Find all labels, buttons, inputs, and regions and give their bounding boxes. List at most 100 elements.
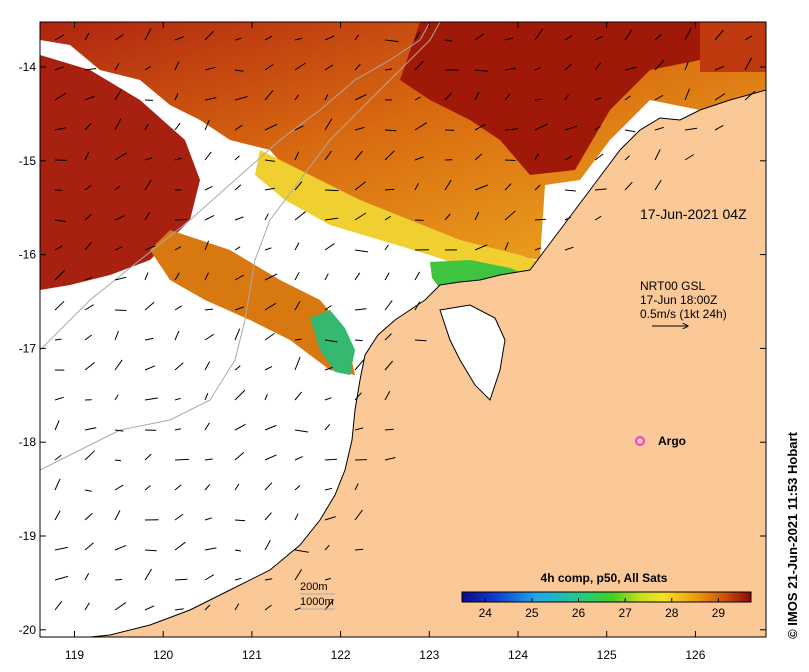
current-vector [114, 89, 122, 101]
current-vector [144, 568, 152, 581]
current-vector [474, 69, 488, 72]
argo-marker-icon[interactable] [635, 436, 645, 446]
depth-contour-legend: 200m 1000m [300, 581, 335, 610]
sst-patch-northeast [700, 22, 766, 72]
current-vector [354, 427, 364, 431]
current-vector [234, 184, 242, 191]
current-vector [474, 211, 480, 221]
lon-tick-label: 119 [65, 648, 84, 662]
current-vector [474, 244, 488, 251]
current-vector [294, 429, 309, 433]
current-vector [234, 124, 243, 131]
current-vector [204, 517, 212, 521]
current-vector [474, 184, 488, 191]
current-vector [144, 272, 149, 281]
current-vectors [54, 27, 756, 611]
current-vector [84, 489, 92, 492]
current-vector [294, 271, 300, 281]
argo-float[interactable]: Argo [635, 434, 686, 448]
current-vector [444, 39, 453, 42]
current-vector [294, 181, 303, 191]
current-vector [324, 35, 335, 41]
current-vector [354, 212, 367, 221]
current-vector [54, 338, 62, 341]
current-vector [564, 35, 572, 41]
current-vector [564, 189, 576, 192]
current-vector [264, 482, 273, 491]
current-vector [354, 34, 360, 41]
current-vector [354, 272, 361, 281]
current-vector [324, 118, 333, 131]
current-vector [204, 119, 210, 131]
current-vector [294, 391, 303, 401]
current-vector [414, 31, 421, 41]
current-vector [534, 98, 543, 101]
current-vector [324, 150, 333, 161]
current-vector [264, 394, 268, 401]
current-vector [324, 599, 334, 611]
current-vector [324, 189, 339, 192]
colorbar-title: 4h comp, p50, All Sats [541, 571, 668, 585]
lat-tick-label: -15 [19, 154, 37, 168]
current-vector [234, 389, 246, 401]
map-plot-area[interactable] [40, 22, 766, 637]
current-vector [204, 458, 213, 461]
current-vector [654, 33, 663, 41]
current-vector [594, 215, 602, 221]
current-vector [744, 90, 756, 101]
current-vector [234, 452, 245, 461]
current-vector [324, 423, 331, 431]
current-vector [354, 392, 362, 401]
current-vector [204, 547, 217, 551]
current-vector [564, 63, 572, 71]
current-vector [414, 60, 424, 71]
current-vector [264, 123, 278, 131]
contour-label-200m: 200m [300, 581, 328, 593]
lon-tick-label: 121 [242, 648, 262, 662]
current-vector [264, 302, 277, 311]
current-vector [324, 397, 332, 401]
current-vector [294, 211, 306, 221]
current-vector [144, 605, 155, 611]
current-vector [54, 219, 66, 223]
current-vector [294, 242, 300, 251]
current-vector [54, 510, 61, 521]
current-legend-model: NRT00 GSL [640, 279, 705, 293]
current-vector [444, 179, 452, 191]
current-scale-legend: NRT00 GSL 17-Jun 18:00Z 0.5m/s (1kt 24h) [640, 279, 727, 326]
current-vector [174, 93, 179, 101]
current-vector [474, 153, 483, 161]
current-vector [684, 61, 689, 71]
plot-frame [39, 21, 767, 638]
argo-label: Argo [658, 434, 686, 448]
current-vector [54, 546, 68, 551]
sst-yellow-band [255, 150, 550, 280]
current-vector [324, 544, 330, 551]
lon-tick-label: 125 [597, 648, 617, 662]
current-vector [54, 270, 65, 281]
current-vector [294, 356, 301, 371]
current-vector [114, 459, 122, 462]
current-vector [84, 276, 92, 281]
current-vector [204, 30, 214, 41]
current-vector [324, 516, 336, 521]
colorbar-tick-label: 27 [618, 606, 632, 620]
current-vector [384, 39, 399, 43]
current-vector [264, 332, 275, 341]
current-vector [204, 214, 215, 221]
current-vector [294, 37, 303, 41]
current-vector [204, 604, 211, 611]
current-vector [294, 94, 300, 101]
current-vector [114, 63, 120, 71]
colorbar-tick-label: 24 [479, 606, 493, 620]
current-vector [234, 306, 245, 311]
current-vector [114, 185, 121, 191]
current-vector [354, 359, 365, 371]
current-vector [84, 450, 96, 461]
current-vector [744, 35, 753, 41]
current-vector [264, 540, 271, 551]
sst-layer [40, 22, 766, 375]
depth-contours [40, 22, 441, 471]
current-vector [384, 333, 392, 341]
current-vector [534, 123, 548, 131]
